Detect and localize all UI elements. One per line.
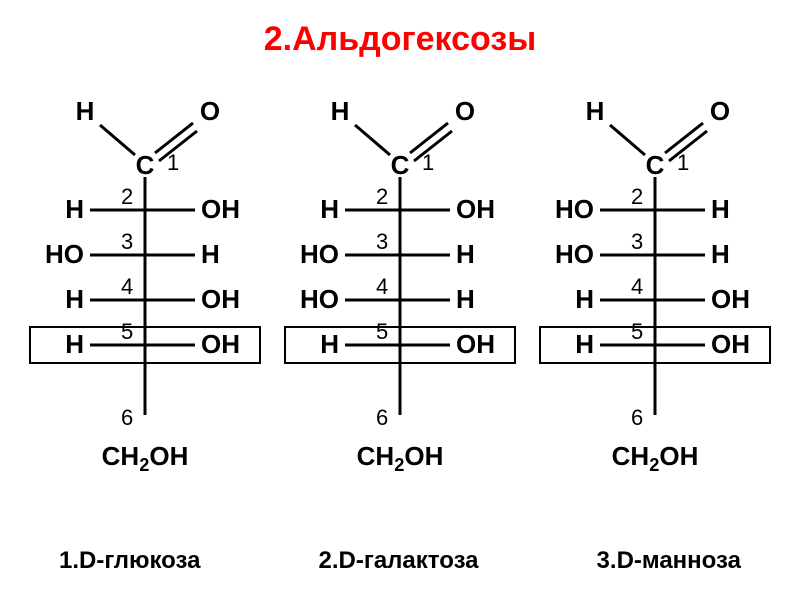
svg-text:O: O (710, 96, 730, 126)
svg-text:C: C (646, 150, 665, 180)
svg-text:H: H (575, 284, 594, 314)
svg-text:HO: HO (45, 239, 84, 269)
svg-text:6: 6 (121, 405, 133, 430)
svg-text:4: 4 (121, 274, 133, 299)
svg-text:2: 2 (376, 184, 388, 209)
structures-container: CHO1HOH2HOH3HOH4HOH56CH2OHCHO1HOH2HOH3HO… (0, 90, 800, 510)
molecule-2: CHO1HOH2HOH3HOH4HOH56CH2OH (275, 90, 525, 510)
svg-text:C: C (136, 150, 155, 180)
svg-text:H: H (76, 96, 95, 126)
caption-1: 1.D-глюкоза (59, 547, 200, 575)
svg-text:6: 6 (631, 405, 643, 430)
svg-text:H: H (65, 194, 84, 224)
svg-text:4: 4 (376, 274, 388, 299)
page-title: 2.Альдогексозы (264, 20, 537, 59)
svg-text:H: H (331, 96, 350, 126)
svg-text:2: 2 (631, 184, 643, 209)
svg-text:CH2OH: CH2OH (612, 441, 699, 475)
svg-text:5: 5 (121, 319, 133, 344)
svg-text:3: 3 (121, 229, 133, 254)
svg-text:OH: OH (456, 194, 495, 224)
svg-text:OH: OH (711, 284, 750, 314)
svg-text:6: 6 (376, 405, 388, 430)
captions-row: 1.D-глюкоза 2.D-галактоза 3.D-манноза (0, 547, 800, 575)
svg-text:H: H (586, 96, 605, 126)
svg-text:H: H (65, 329, 84, 359)
svg-text:1: 1 (422, 150, 434, 175)
svg-text:HO: HO (300, 284, 339, 314)
svg-text:3: 3 (631, 229, 643, 254)
svg-text:H: H (320, 329, 339, 359)
svg-text:O: O (200, 96, 220, 126)
svg-text:O: O (455, 96, 475, 126)
svg-text:1: 1 (167, 150, 179, 175)
caption-2: 2.D-галактоза (319, 547, 479, 575)
svg-text:H: H (201, 239, 220, 269)
caption-3: 3.D-манноза (597, 547, 741, 575)
svg-text:2: 2 (121, 184, 133, 209)
svg-text:4: 4 (631, 274, 643, 299)
svg-text:H: H (711, 194, 730, 224)
svg-text:CH2OH: CH2OH (102, 441, 189, 475)
svg-text:H: H (711, 239, 730, 269)
svg-text:H: H (320, 194, 339, 224)
svg-text:H: H (575, 329, 594, 359)
svg-text:OH: OH (456, 329, 495, 359)
svg-text:5: 5 (376, 319, 388, 344)
svg-text:HO: HO (555, 194, 594, 224)
svg-text:OH: OH (201, 194, 240, 224)
svg-text:H: H (456, 284, 475, 314)
svg-text:5: 5 (631, 319, 643, 344)
svg-text:OH: OH (711, 329, 750, 359)
svg-text:OH: OH (201, 329, 240, 359)
svg-text:H: H (65, 284, 84, 314)
svg-text:CH2OH: CH2OH (357, 441, 444, 475)
svg-text:H: H (456, 239, 475, 269)
svg-text:HO: HO (300, 239, 339, 269)
svg-text:OH: OH (201, 284, 240, 314)
svg-text:1: 1 (677, 150, 689, 175)
svg-text:HO: HO (555, 239, 594, 269)
molecule-3: CHO1HOH2HOH3HOH4HOH56CH2OH (530, 90, 780, 510)
svg-text:C: C (391, 150, 410, 180)
molecule-1: CHO1HOH2HOH3HOH4HOH56CH2OH (20, 90, 270, 510)
svg-text:3: 3 (376, 229, 388, 254)
